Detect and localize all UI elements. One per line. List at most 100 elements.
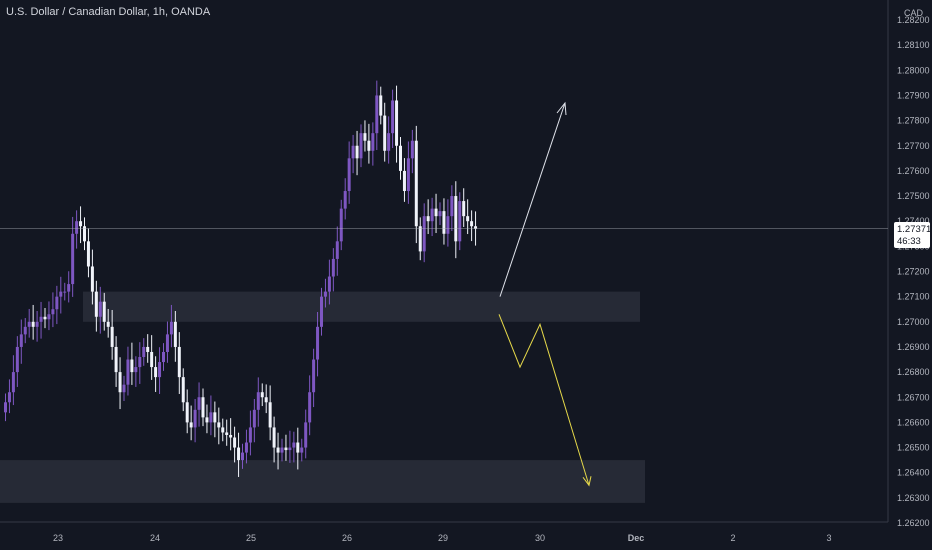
candle-body	[154, 367, 158, 378]
y-tick-label: 1.27600	[897, 166, 930, 176]
x-tick-label: Dec	[628, 533, 645, 543]
x-tick-label: 3	[826, 533, 831, 543]
candle-body	[260, 392, 264, 398]
candle-body	[312, 359, 316, 393]
candle-body	[248, 427, 252, 443]
candle-body	[446, 216, 450, 234]
candle-body	[217, 422, 221, 428]
candle-body	[90, 266, 94, 292]
candle-body	[466, 216, 470, 222]
candle-body	[233, 437, 237, 448]
candle-body	[430, 208, 434, 222]
y-tick-label: 1.27000	[897, 317, 930, 327]
y-tick-label: 1.27500	[897, 191, 930, 201]
candle-body	[264, 397, 268, 403]
bullish-arrowhead	[556, 101, 567, 116]
candle-body	[280, 447, 284, 453]
y-tick-label: 1.26800	[897, 367, 930, 377]
y-tick-label: 1.26300	[897, 493, 930, 503]
candle-body	[7, 392, 11, 403]
candle-body	[185, 402, 189, 423]
y-tick-label: 1.26500	[897, 443, 930, 453]
x-tick-label: 30	[535, 533, 545, 543]
candle-body	[213, 412, 217, 423]
candle-body	[379, 95, 383, 116]
candle-body	[450, 196, 454, 217]
currency-label[interactable]: CAD	[904, 8, 924, 18]
candle-body	[320, 296, 323, 327]
y-tick-label: 1.26900	[897, 342, 930, 352]
y-tick-label: 1.26700	[897, 392, 930, 402]
candle-body	[229, 434, 233, 438]
y-tick-label: 1.26400	[897, 468, 930, 478]
candle-body	[86, 241, 90, 267]
candle-body	[347, 158, 351, 192]
x-tick-label: 2	[730, 533, 735, 543]
candle-body	[406, 158, 410, 192]
candle-body	[399, 145, 402, 171]
x-tick-label: 23	[53, 533, 63, 543]
x-tick-label: 29	[438, 533, 448, 543]
candle-body	[351, 145, 355, 159]
candle-body	[43, 316, 47, 320]
symbol-title: U.S. Dollar / Canadian Dollar, 1h, OANDA	[6, 6, 211, 18]
candle-body	[31, 321, 35, 327]
candle-body	[438, 211, 442, 217]
zone-2	[0, 460, 645, 503]
candle-body	[150, 351, 154, 368]
last-price-badge	[894, 222, 930, 248]
candle-body	[118, 372, 122, 393]
candle-body	[244, 442, 248, 453]
candle-body	[106, 321, 110, 327]
candle-body	[110, 326, 114, 347]
y-tick-label: 1.28200	[897, 15, 930, 25]
candle-body	[331, 258, 335, 277]
bar-countdown: 46:33	[897, 236, 921, 247]
candle-body	[209, 412, 213, 423]
candle-body	[308, 392, 312, 423]
candle-body	[201, 397, 205, 418]
candle-body	[300, 447, 304, 453]
candle-body	[304, 422, 308, 448]
candle-body	[4, 402, 7, 413]
candle-body	[130, 359, 134, 373]
candle-body	[142, 346, 146, 358]
y-tick-label: 1.27800	[897, 116, 930, 126]
x-tick-label: 24	[150, 533, 160, 543]
candle-body	[197, 397, 201, 410]
candle-body	[114, 346, 118, 373]
candle-body	[288, 447, 292, 451]
candle-body	[181, 377, 185, 403]
candle-body	[189, 422, 193, 428]
candle-body	[343, 191, 347, 209]
candle-body	[146, 346, 150, 352]
bearish-arrowhead	[582, 476, 592, 487]
candle-body	[138, 357, 142, 368]
bullish-projection-line	[499, 102, 566, 297]
x-tick-label: 26	[342, 533, 352, 543]
candle-body	[252, 409, 256, 428]
candle-body	[193, 409, 197, 428]
y-tick-label: 1.27200	[897, 267, 930, 277]
candle-body	[284, 447, 288, 451]
candle-body	[383, 115, 387, 151]
candle-body	[27, 321, 31, 327]
candle-body	[395, 100, 399, 146]
candle-body	[371, 133, 375, 151]
candle-body	[237, 447, 241, 461]
candle-body	[83, 226, 86, 242]
candle-body	[47, 314, 51, 320]
candle-body	[414, 140, 418, 227]
candle-body	[39, 316, 43, 322]
candle-body	[363, 133, 367, 141]
candle-body	[169, 321, 173, 335]
candle-body	[94, 291, 98, 317]
candle-body	[422, 216, 426, 252]
candle-body	[165, 334, 169, 352]
candle-body	[402, 170, 406, 192]
candle-body	[474, 226, 478, 229]
candle-body	[410, 140, 414, 159]
candle-body	[134, 367, 138, 373]
